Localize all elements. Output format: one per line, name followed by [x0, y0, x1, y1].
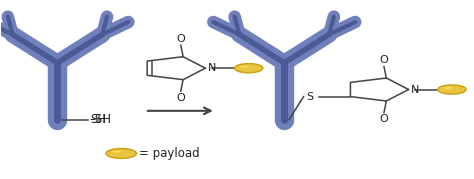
Text: N: N: [208, 63, 216, 73]
Text: O: O: [176, 93, 185, 103]
Ellipse shape: [112, 151, 121, 153]
Text: N: N: [411, 84, 419, 95]
Text: –SH: –SH: [90, 113, 111, 126]
Text: = payload: = payload: [139, 147, 200, 160]
Ellipse shape: [235, 64, 263, 73]
Text: O: O: [176, 34, 185, 44]
Ellipse shape: [438, 85, 466, 94]
Ellipse shape: [240, 66, 249, 68]
Ellipse shape: [106, 148, 137, 158]
Text: O: O: [380, 55, 388, 65]
Text: S: S: [307, 92, 314, 102]
Text: O: O: [380, 114, 388, 124]
Text: SH: SH: [90, 113, 106, 126]
Ellipse shape: [443, 87, 452, 89]
